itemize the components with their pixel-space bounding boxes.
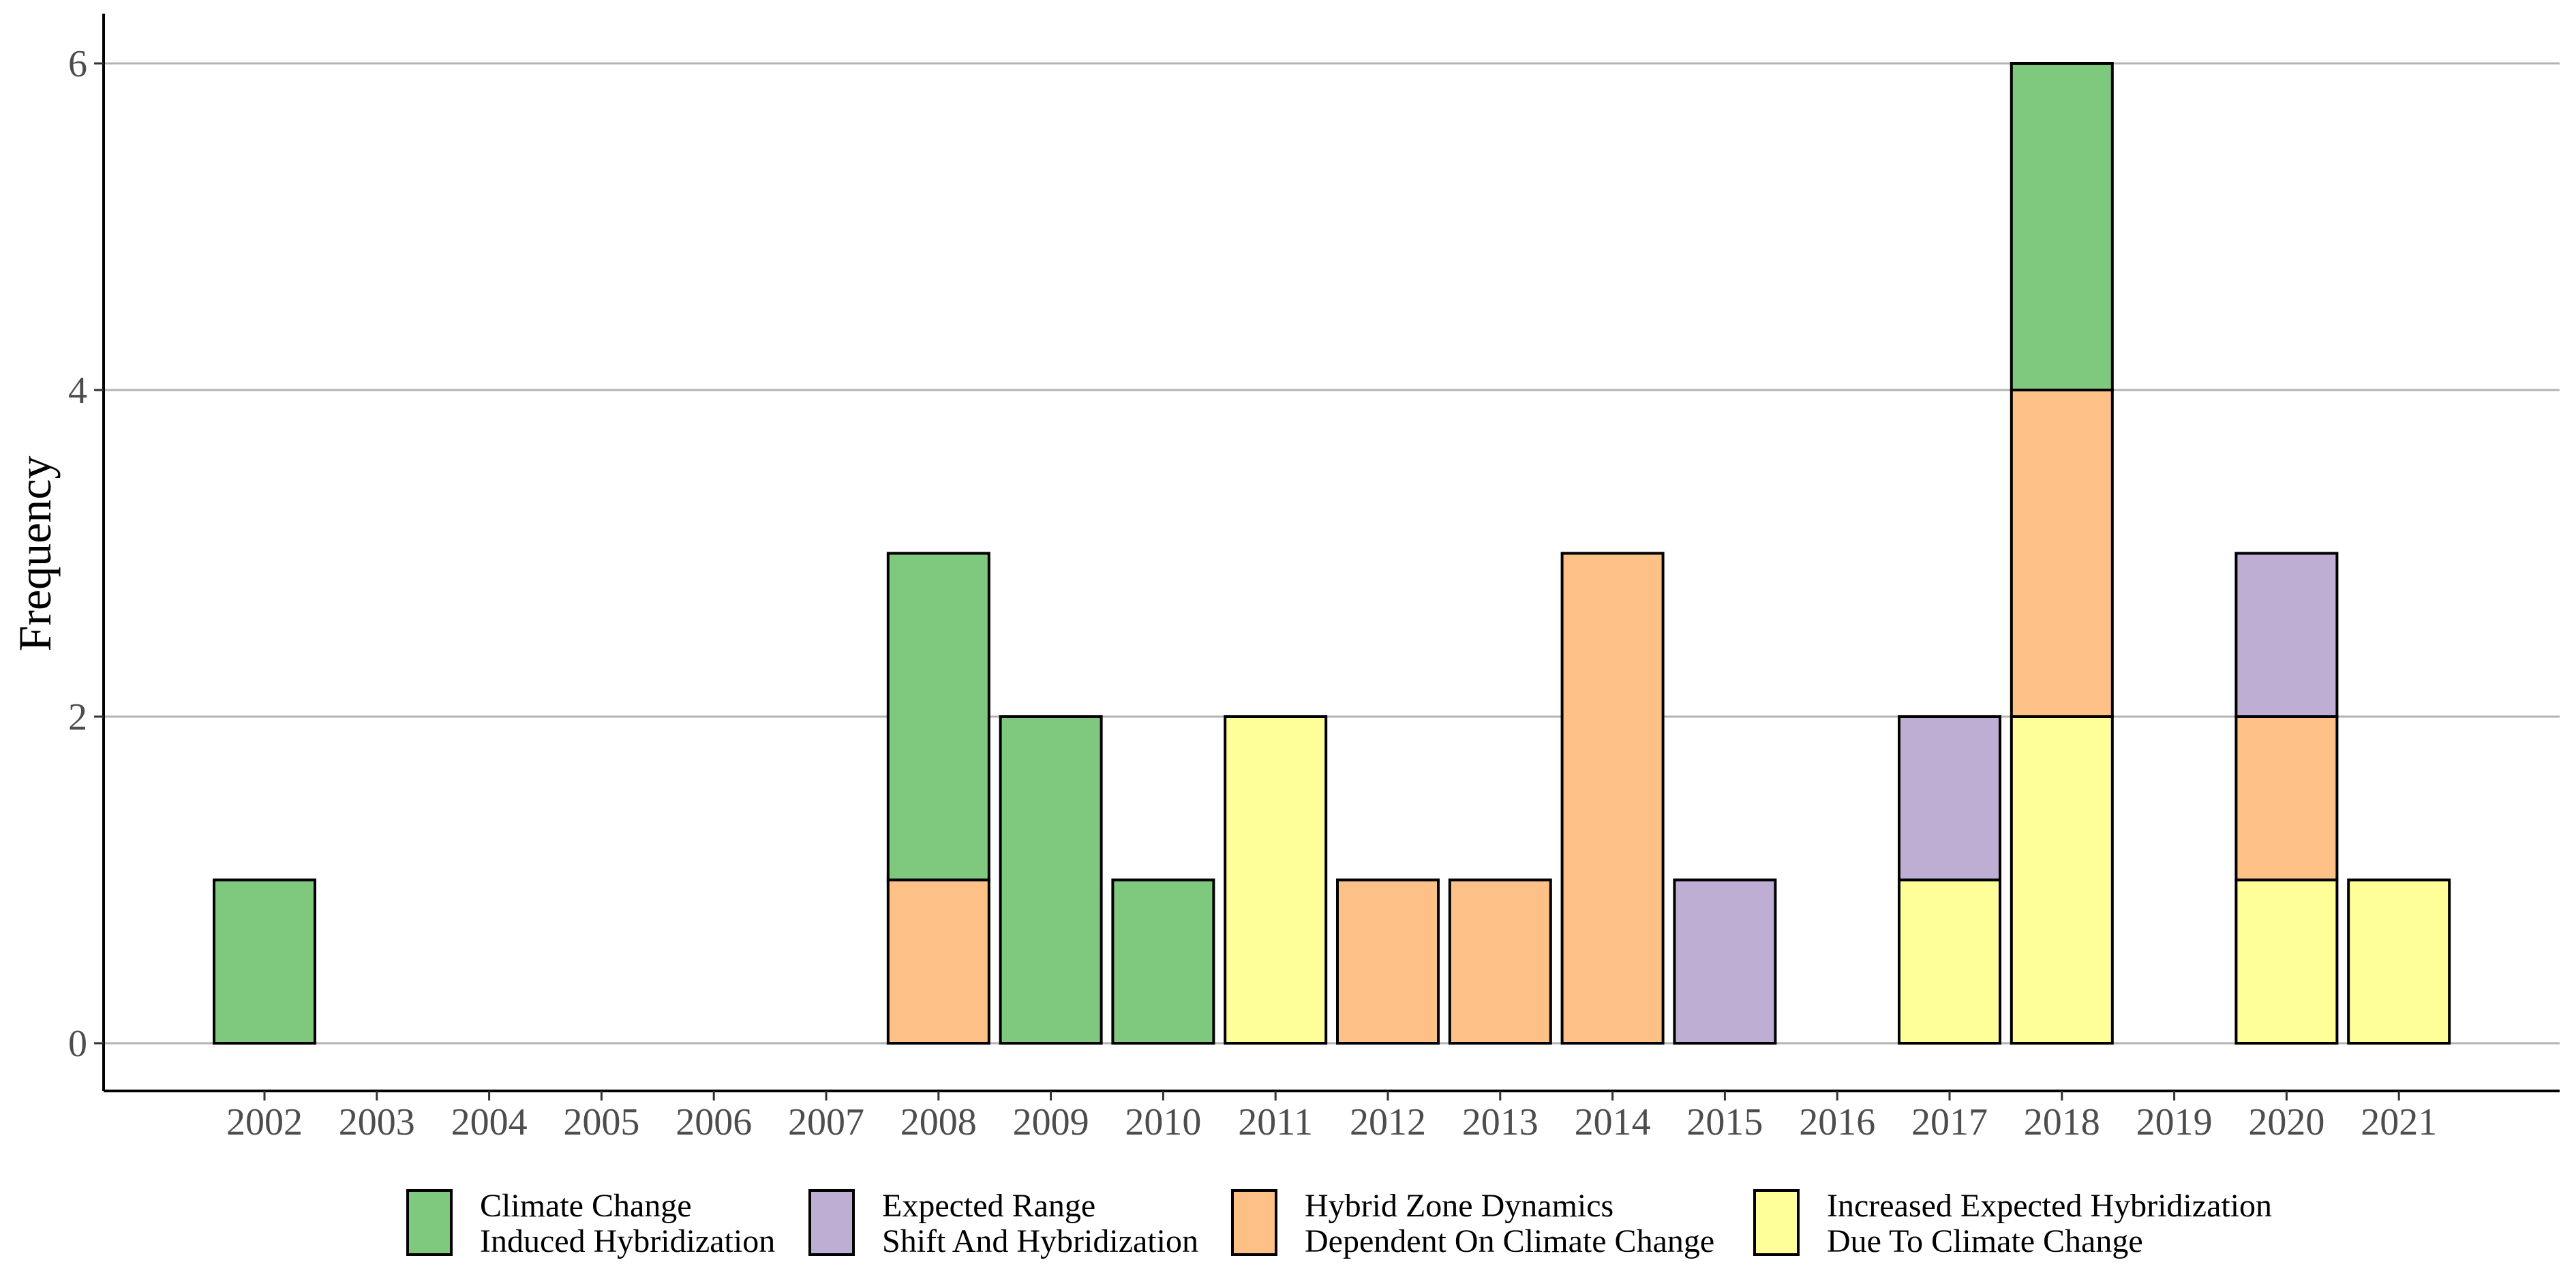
- x-tick-label-2007: 2007: [788, 1101, 864, 1143]
- y-axis-title: Frequency: [9, 455, 61, 651]
- x-tick-label-2006: 2006: [676, 1101, 752, 1143]
- x-tick-label-2005: 2005: [563, 1101, 639, 1143]
- bar-2012-series-1: [1336, 878, 1440, 1045]
- x-tick-label-2008: 2008: [900, 1101, 977, 1143]
- legend-key-series-1: [1231, 1189, 1277, 1256]
- x-tick-label-2015: 2015: [1686, 1101, 1763, 1143]
- x-tick-label-2013: 2013: [1462, 1101, 1539, 1143]
- x-tick-label-2018: 2018: [2024, 1101, 2100, 1143]
- bar-2014-series-1: [1560, 552, 1665, 1045]
- legend-key-series-2: [808, 1189, 855, 1256]
- x-tick-label-2017: 2017: [1911, 1101, 1988, 1143]
- bar-2002-series-3: [213, 878, 316, 1045]
- legend-label-series-1-line-0: Hybrid Zone Dynamics: [1305, 1188, 1613, 1224]
- legend-key-series-0: [1753, 1189, 1800, 1256]
- legend-label-series-3-line-0: Climate Change: [480, 1188, 692, 1224]
- bar-2011-series-0: [1224, 715, 1328, 1045]
- bar-2021-series-0: [2347, 878, 2451, 1045]
- bars: [213, 62, 2451, 1045]
- bar-2020-series-2: [2234, 552, 2339, 718]
- bar-2017-series-0: [1898, 878, 2001, 1045]
- bar-2015-series-2: [1673, 878, 1777, 1045]
- x-tick-label-2021: 2021: [2361, 1101, 2437, 1143]
- y-tick-label-0: 0: [68, 1023, 87, 1065]
- y-tick-label-2: 2: [68, 696, 87, 738]
- legend-label-series-1-line-1: Dependent On Climate Change: [1305, 1223, 1714, 1259]
- x-tick-label-2019: 2019: [2136, 1101, 2213, 1143]
- bar-2013-series-1: [1448, 878, 1552, 1045]
- gridlines: [104, 62, 2560, 1045]
- bar-2020-series-0: [2234, 878, 2339, 1045]
- x-tick-label-2004: 2004: [451, 1101, 528, 1143]
- bar-2018-series-1: [2010, 389, 2114, 718]
- x-tick-label-2010: 2010: [1125, 1101, 1201, 1143]
- legend-label-series-3-line-1: Induced Hybridization: [480, 1223, 775, 1259]
- x-tick-labels: 2002 2003 2004 2005 2006 2007 2008 2009 2010 2011…: [226, 1091, 2437, 1143]
- y-tick-label-4: 4: [68, 370, 87, 412]
- bar-2009-series-3: [999, 715, 1103, 1045]
- bar-2008-series-1: [886, 878, 990, 1045]
- x-tick-label-2003: 2003: [339, 1101, 415, 1143]
- x-tick-label-2012: 2012: [1350, 1101, 1426, 1143]
- x-tick-label-2009: 2009: [1013, 1101, 1089, 1143]
- bar-2008-series-3: [886, 552, 990, 882]
- bar-2017-series-2: [1898, 715, 2001, 882]
- legend-label-series-0-line-1: Due To Climate Change: [1827, 1223, 2143, 1259]
- legend-label-series-2-line-1: Shift And Hybridization: [882, 1223, 1198, 1259]
- y-tick-labels: 0 2 4 6: [68, 43, 104, 1065]
- x-tick-label-2016: 2016: [1799, 1101, 1875, 1143]
- bar-2020-series-1: [2234, 715, 2339, 882]
- legend-key-series-3: [406, 1189, 453, 1256]
- x-tick-label-2020: 2020: [2248, 1101, 2324, 1143]
- legend-label-series-0-line-0: Increased Expected Hybridization: [1827, 1188, 2272, 1224]
- axes: [102, 14, 2560, 1092]
- bar-2010-series-3: [1111, 878, 1215, 1045]
- x-tick-label-2002: 2002: [226, 1101, 303, 1143]
- y-tick-label-6: 6: [68, 43, 87, 85]
- x-tick-label-2011: 2011: [1238, 1101, 1313, 1143]
- bar-2018-series-0: [2010, 715, 2114, 1045]
- x-tick-label-2014: 2014: [1575, 1101, 1651, 1143]
- legend-label-series-2-line-0: Expected Range: [882, 1188, 1095, 1224]
- bar-2018-series-3: [2010, 62, 2114, 391]
